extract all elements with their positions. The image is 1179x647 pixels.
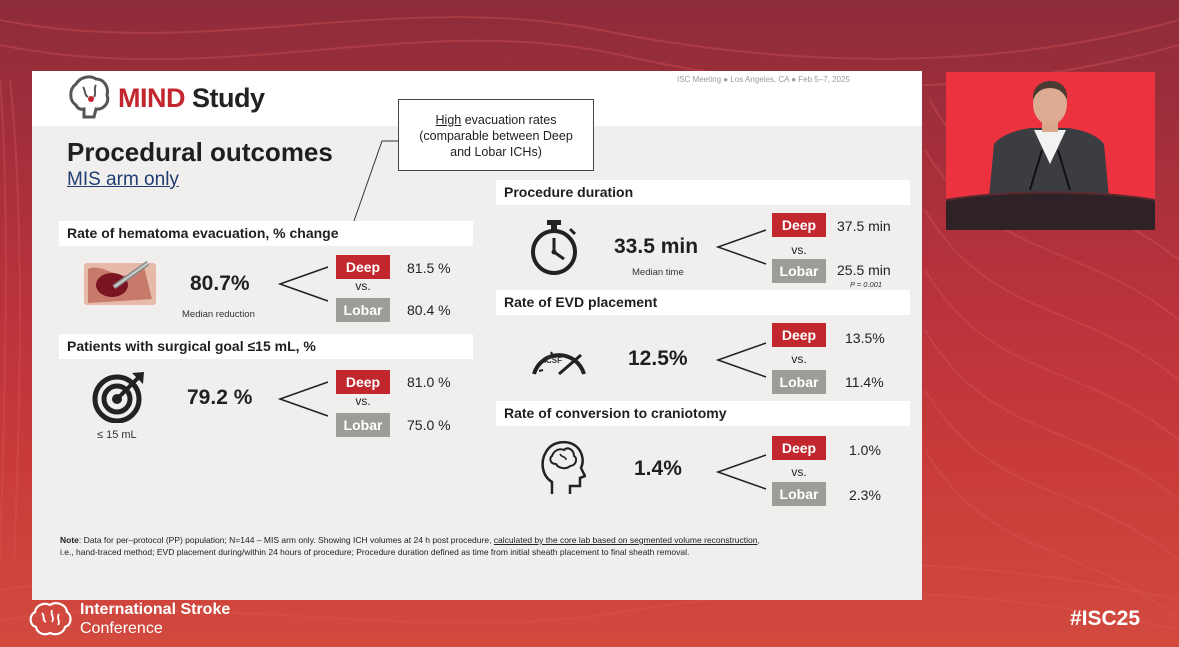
vs-label: vs. xyxy=(791,465,807,479)
footnote: Note: Data for per–protocol (PP) populat… xyxy=(60,534,900,558)
craniotomy-deep-value: 1.0% xyxy=(849,442,881,458)
evacuation-deep-value: 81.5 % xyxy=(407,260,451,276)
lobar-label: Lobar xyxy=(772,370,826,394)
gauge-label: CSF xyxy=(546,356,562,365)
duration-deep-value: 37.5 min xyxy=(837,218,891,234)
split-arrow-icon xyxy=(716,229,767,265)
lobar-label: Lobar xyxy=(772,259,826,283)
page-title: Procedural outcomes xyxy=(67,137,333,167)
conference-name-line-2: Conference xyxy=(80,620,163,637)
craniotomy-lobar-value: 2.3% xyxy=(849,487,881,503)
footnote-note-label: Note xyxy=(60,535,79,545)
evacuation-value: 80.7% xyxy=(190,272,250,295)
evd-value: 12.5% xyxy=(628,347,688,370)
surgical-goal-header: Patients with surgical goal ≤15 mL, % xyxy=(59,334,473,359)
meeting-info: ISC Meeting ● Los Angeles, CA ● Feb 5–7,… xyxy=(677,75,850,84)
brain-outline-icon xyxy=(29,602,72,636)
conference-hashtag: #ISC25 xyxy=(1070,607,1141,630)
page-subtitle: MIS arm only xyxy=(67,169,179,190)
evd-deep-value: 13.5% xyxy=(845,330,885,346)
callout-high-word: High xyxy=(435,113,462,127)
split-arrow-icon xyxy=(278,381,329,417)
vs-label: vs. xyxy=(791,243,807,257)
deep-label: Deep xyxy=(336,255,390,279)
footnote-part-2: , xyxy=(757,535,760,545)
duration-value: 33.5 min xyxy=(614,235,699,258)
evd-lobar-value: 11.4% xyxy=(845,374,884,390)
presentation-slide: MIND Study ISC Meeting ● Los Angeles, CA… xyxy=(32,71,922,600)
logo-study-text: Study xyxy=(185,82,265,113)
logo-wordmark: MIND Study xyxy=(118,83,265,114)
duration-pvalue: P = 0.001 xyxy=(850,280,883,289)
conference-brand: International Stroke Conference xyxy=(28,600,230,638)
callout-pointer-line xyxy=(353,140,398,222)
vs-label: vs. xyxy=(355,279,371,293)
evd-header: Rate of EVD placement xyxy=(496,290,910,315)
callout-line-1: High evacuation rates xyxy=(399,112,593,128)
callout-line-2: (comparable between Deep xyxy=(419,129,573,143)
duration-caption: Median time xyxy=(632,267,684,278)
duration-lobar-value: 25.5 min xyxy=(837,262,891,278)
callout-line-3: and Lobar ICHs) xyxy=(450,145,542,159)
evacuation-lobar-value: 80.4 % xyxy=(407,302,451,318)
target-icon xyxy=(92,372,144,423)
vs-label: vs. xyxy=(791,352,807,366)
split-arrow-icon xyxy=(716,342,767,378)
evacuation-header: Rate of hematoma evacuation, % change xyxy=(59,221,473,246)
mind-study-logo: MIND Study xyxy=(68,75,265,121)
logo-mind-text: MIND xyxy=(118,82,186,113)
brain-head-icon xyxy=(541,440,586,494)
lobar-label: Lobar xyxy=(336,298,390,322)
callout-box: High evacuation rates (comparable betwee… xyxy=(398,99,594,171)
deep-label: Deep xyxy=(336,370,390,394)
brain-logo-icon xyxy=(69,75,110,119)
gauge-icon xyxy=(532,351,586,376)
footnote-underlined: calculated by the core lab based on segm… xyxy=(493,535,758,545)
conference-name-line-1: International Stroke xyxy=(80,601,231,618)
footnote-line-2: i.e., hand-traced method; EVD placement … xyxy=(60,547,690,557)
surgical-goal-deep-value: 81.0 % xyxy=(407,374,451,390)
deep-label: Deep xyxy=(772,323,826,347)
split-arrow-icon xyxy=(716,454,767,490)
deep-label: Deep xyxy=(772,213,826,237)
surgical-goal-caption: ≤ 15 mL xyxy=(97,429,137,441)
craniotomy-value: 1.4% xyxy=(634,457,682,480)
vs-label: vs. xyxy=(355,394,371,408)
stopwatch-icon xyxy=(531,220,577,275)
craniotomy-header: Rate of conversion to craniotomy xyxy=(496,401,910,426)
surgical-goal-lobar-value: 75.0 % xyxy=(407,417,451,433)
lobar-label: Lobar xyxy=(772,482,826,506)
footnote-line-1: Note: Data for per–protocol (PP) populat… xyxy=(60,534,900,546)
slide-content-panel xyxy=(32,126,922,600)
split-arrow-icon xyxy=(278,266,329,302)
speaker-video xyxy=(946,72,1155,230)
lobar-label: Lobar xyxy=(336,413,390,437)
hematoma-evacuation-icon xyxy=(84,260,156,305)
callout-line-1-rest: evacuation rates xyxy=(461,113,557,127)
surgical-goal-value: 79.2 % xyxy=(187,386,253,409)
duration-header: Procedure duration xyxy=(496,180,910,205)
deep-label: Deep xyxy=(772,436,826,460)
footnote-part-1: : Data for per–protocol (PP) population;… xyxy=(78,535,494,545)
evacuation-caption: Median reduction xyxy=(182,309,255,320)
